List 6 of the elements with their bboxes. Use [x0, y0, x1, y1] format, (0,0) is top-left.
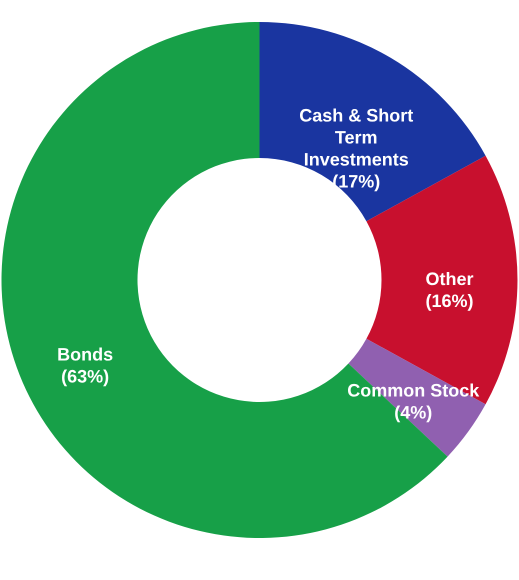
slice-label: Cash & Short Term Investments — [299, 105, 414, 170]
slice-label: Other — [425, 269, 474, 289]
slice-label: Bonds — [57, 344, 114, 364]
data-label: (63%) — [61, 366, 110, 386]
donut-slice — [260, 22, 486, 222]
data-label: (16%) — [425, 291, 474, 311]
